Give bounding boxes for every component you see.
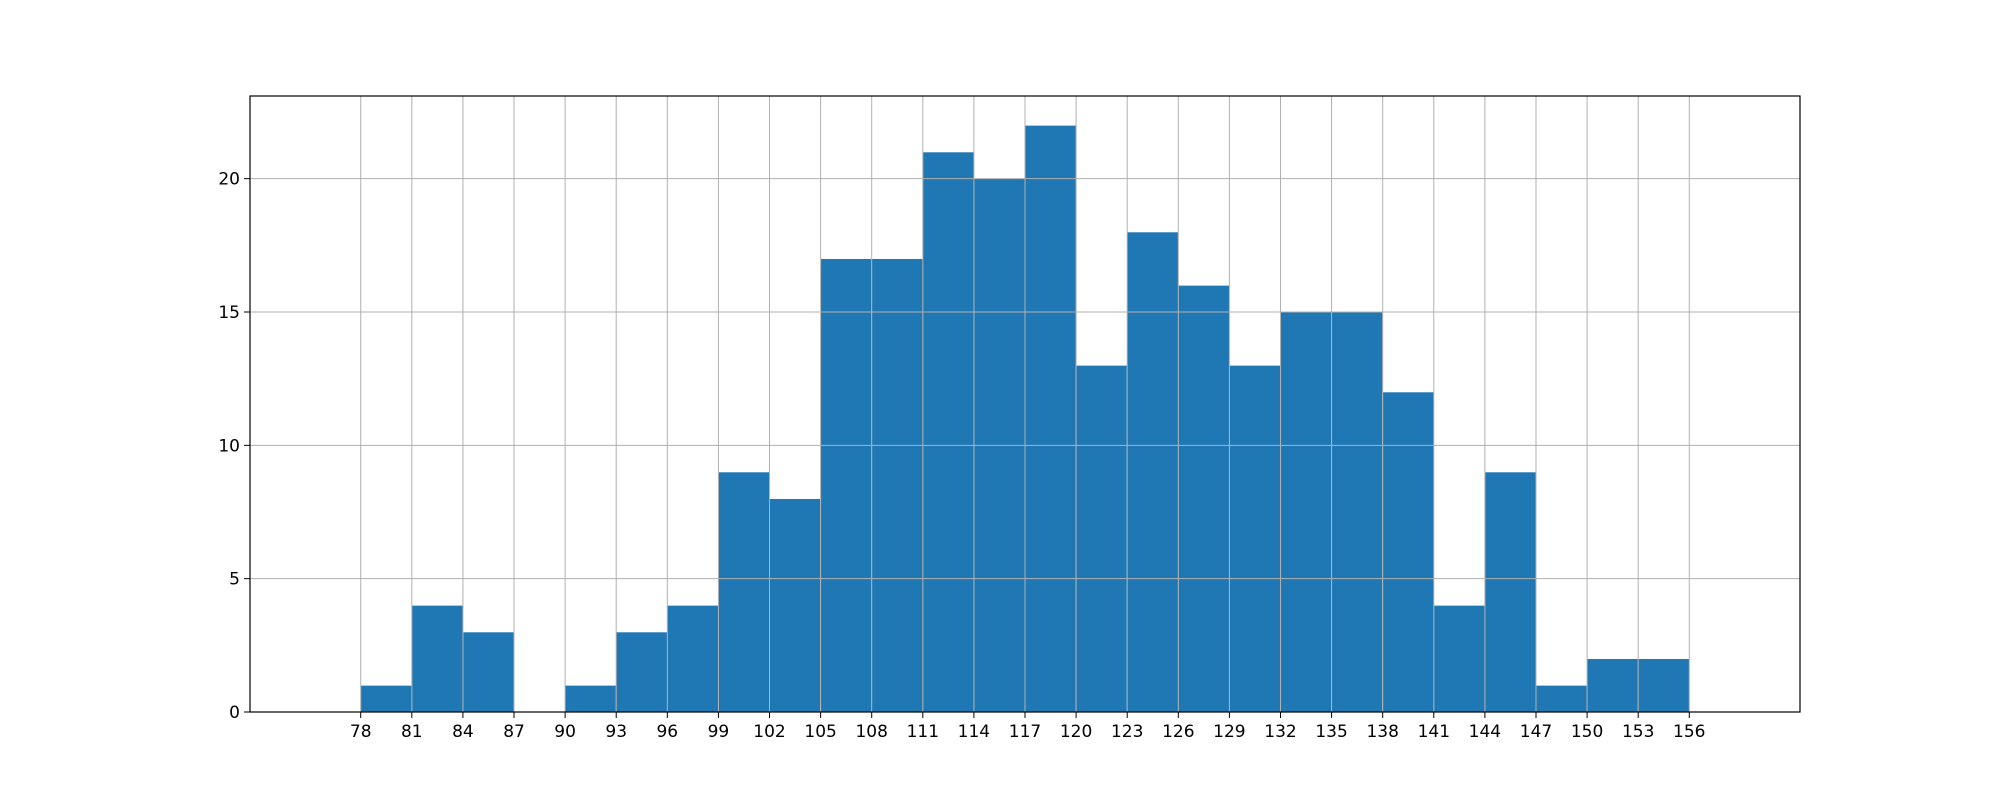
histogram-bar: [564, 685, 617, 713]
x-tick-label: 96: [656, 722, 678, 742]
x-tick-label: 135: [1315, 722, 1347, 742]
histogram-bar: [922, 151, 975, 713]
x-tick-label: 129: [1213, 722, 1245, 742]
x-tick-label: 105: [804, 722, 836, 742]
y-axis-ticks: 0 5 10 15 20: [218, 170, 250, 723]
histogram-bar: [411, 605, 464, 713]
histogram-bar: [1331, 311, 1383, 713]
x-tick-label: 93: [605, 722, 627, 742]
x-tick-label: 81: [401, 722, 423, 742]
histogram-bar: [1075, 365, 1128, 713]
x-tick-label: 90: [554, 722, 576, 742]
x-tick-label: 138: [1366, 722, 1398, 742]
histogram-bar: [1637, 658, 1690, 713]
histogram-bar: [871, 258, 924, 713]
x-tick-label: 84: [452, 722, 474, 742]
x-tick-label: 153: [1622, 722, 1654, 742]
histogram-bar: [1484, 471, 1537, 713]
x-tick-label: 156: [1673, 722, 1705, 742]
x-tick-label: 126: [1162, 722, 1194, 742]
x-tick-label: 102: [753, 722, 785, 742]
histogram-bar: [1586, 658, 1639, 713]
histogram-bar: [1126, 231, 1179, 713]
x-tick-label: 78: [350, 722, 372, 742]
histogram-bar: [1433, 605, 1486, 713]
x-tick-label: 117: [1009, 722, 1041, 742]
x-tick-label: 114: [958, 722, 990, 742]
y-tick-label: 15: [218, 303, 240, 323]
x-axis-ticks: 78 81 84 87 90 93 96 99 102 105 108 111 114 117 120 123…: [350, 712, 1706, 742]
histogram-bar: [667, 605, 719, 713]
histogram-bar: [1382, 391, 1435, 713]
x-tick-label: 123: [1111, 722, 1143, 742]
x-tick-label: 150: [1571, 722, 1603, 742]
histogram-bar: [769, 498, 821, 713]
y-tick-label: 5: [229, 570, 240, 590]
x-tick-label: 87: [503, 722, 525, 742]
x-tick-label: 132: [1264, 722, 1296, 742]
histogram-bar: [615, 631, 668, 713]
histogram-bar: [1280, 311, 1332, 713]
histogram-bar: [462, 631, 515, 713]
y-tick-label: 20: [218, 170, 240, 190]
x-tick-label: 147: [1520, 722, 1552, 742]
histogram-bar: [1177, 285, 1230, 713]
y-tick-label: 10: [218, 436, 240, 456]
x-tick-label: 141: [1418, 722, 1450, 742]
histogram-bar: [1229, 365, 1281, 713]
grid-overlay: [250, 96, 1800, 713]
x-tick-label: 120: [1060, 722, 1092, 742]
x-tick-label: 108: [855, 722, 887, 742]
x-tick-label: 99: [708, 722, 730, 742]
histogram-bar: [718, 471, 770, 713]
histogram-bar: [820, 258, 873, 713]
x-tick-label: 144: [1469, 722, 1501, 742]
histogram-bar: [360, 685, 413, 713]
x-tick-label: 111: [907, 722, 939, 742]
y-tick-label: 0: [229, 703, 240, 723]
histogram-bar: [1024, 125, 1077, 713]
histogram-bar: [1535, 685, 1588, 713]
